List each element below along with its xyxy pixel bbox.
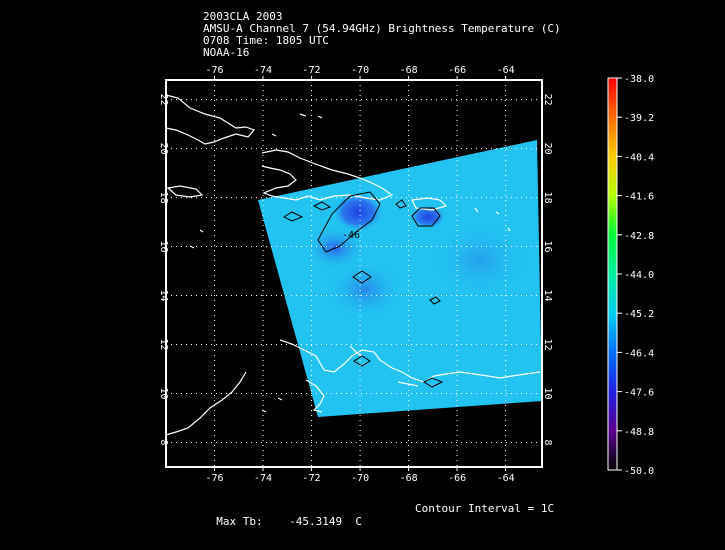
lon-label-bottom: -76 — [205, 473, 223, 484]
lat-label-right: 22 — [542, 94, 553, 106]
max-tb-unit: C — [355, 515, 362, 528]
lon-label-top: -74 — [254, 65, 272, 76]
lon-label-top: -68 — [400, 65, 418, 76]
lat-label-left: 16 — [158, 241, 169, 253]
lat-label-left: 12 — [158, 339, 169, 351]
lon-label-top: -66 — [448, 65, 466, 76]
lat-label-left: 10 — [158, 387, 169, 399]
lat-label-left: 18 — [158, 192, 169, 204]
lon-label-bottom: -70 — [351, 473, 369, 484]
colorbar-label: -46.4 — [624, 348, 654, 359]
lat-label-right: 20 — [542, 143, 553, 155]
lon-label-top: -72 — [303, 65, 321, 76]
lon-label-bottom: -68 — [400, 473, 418, 484]
lat-label-right: 18 — [542, 192, 553, 204]
coastline-cuba — [166, 95, 254, 144]
lat-label-left: 22 — [158, 94, 169, 106]
colorbar-label: -39.2 — [624, 113, 654, 124]
lon-label-top: -70 — [351, 65, 369, 76]
colorbar-label: -40.4 — [624, 152, 654, 163]
coastline-jamaica — [168, 186, 202, 197]
lat-label-left: 8 — [158, 439, 169, 445]
lon-label-bottom: -72 — [303, 473, 321, 484]
lat-label-right: 14 — [542, 290, 553, 302]
satellite-swath — [258, 140, 542, 417]
colorbar: -38.0 -39.2 -40.4 -41.6 -42.8 -44.0 -45.2 -46.4… — [608, 74, 654, 477]
contour-value-label: -46 — [342, 230, 360, 241]
lat-label-right: 12 — [542, 339, 553, 351]
cold-area — [325, 260, 405, 320]
max-tb-label: Max Tb: — [216, 515, 262, 528]
max-tb-readout: Max Tb: -45.3149 C — [203, 502, 362, 528]
colorbar-label: -38.0 — [624, 74, 654, 85]
coastline-panama — [166, 372, 246, 435]
max-tb-value: -45.3149 — [289, 515, 342, 528]
cold-core-area — [410, 205, 446, 229]
colorbar-label: -44.0 — [624, 270, 654, 281]
colorbar-label: -48.8 — [624, 427, 654, 438]
lat-label-left: 20 — [158, 143, 169, 155]
colorbar-label: -47.6 — [624, 388, 654, 399]
lon-label-top: -64 — [497, 65, 515, 76]
lon-label-top: -76 — [205, 65, 223, 76]
colorbar-label: -50.0 — [624, 466, 654, 477]
lon-label-bottom: -66 — [448, 473, 466, 484]
lon-label-bottom: -64 — [497, 473, 515, 484]
lat-label-right: 8 — [542, 439, 553, 445]
lon-label-bottom: -74 — [254, 473, 272, 484]
colorbar-label: -41.6 — [624, 192, 654, 203]
lat-label-right: 10 — [542, 387, 553, 399]
contour-interval-text: Contour Interval = 1C — [415, 502, 554, 515]
colorbar-scale — [608, 78, 617, 470]
lat-label-right: 16 — [542, 241, 553, 253]
colorbar-label: -42.8 — [624, 231, 654, 242]
colorbar-label: -45.2 — [624, 309, 654, 320]
cold-area — [430, 220, 530, 300]
lat-label-left: 14 — [158, 290, 169, 302]
